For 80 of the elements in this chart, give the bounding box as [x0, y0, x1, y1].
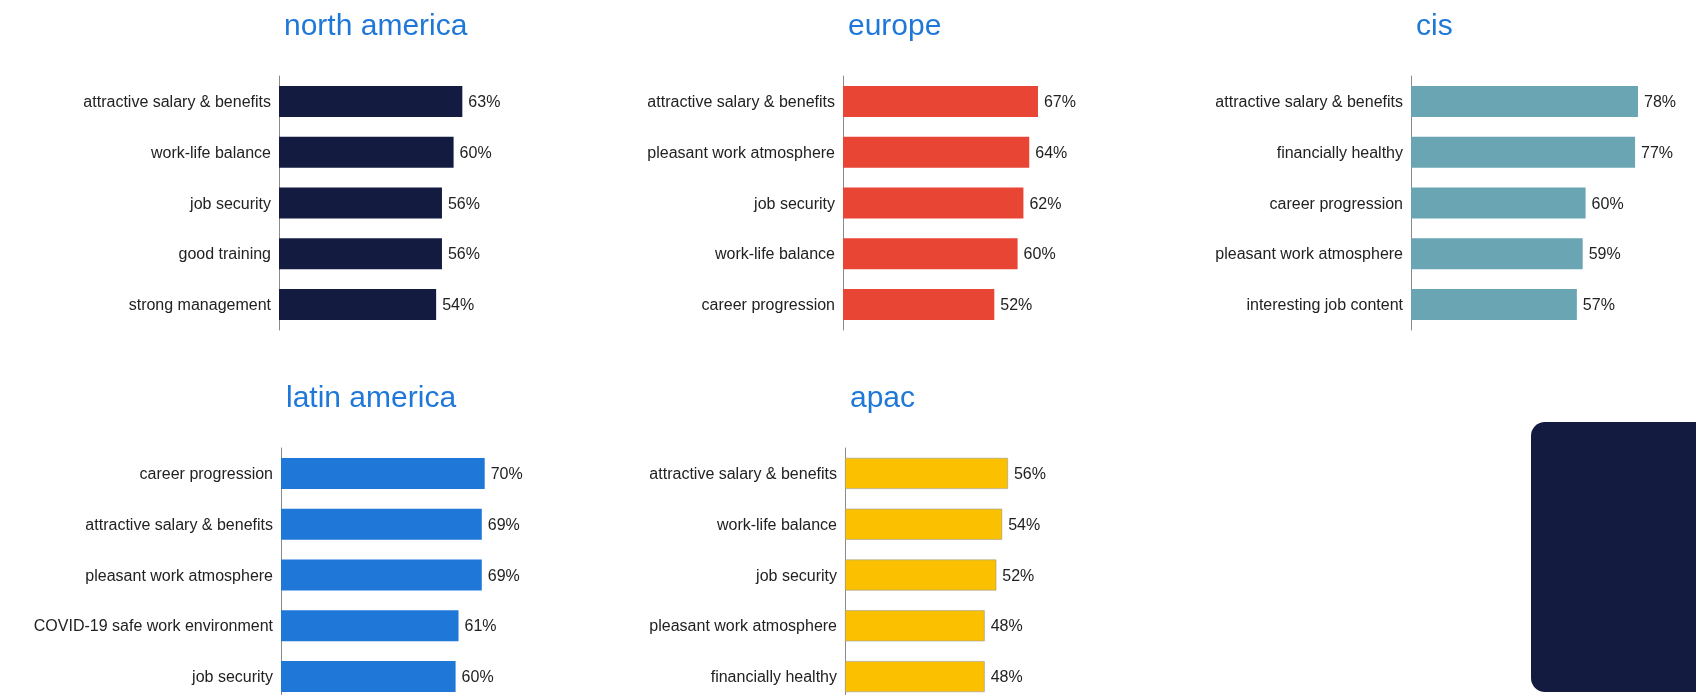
data-label: 62% — [1029, 194, 1062, 212]
bar — [279, 136, 454, 168]
chart-title: cis — [1416, 7, 1453, 41]
bar — [1411, 187, 1586, 219]
bar — [281, 661, 456, 693]
y-tick-label: COVID-19 safe work environment — [33, 617, 274, 635]
data-label: 69% — [487, 515, 520, 533]
chart-title: latin america — [286, 379, 457, 413]
data-label: 60% — [1023, 245, 1056, 263]
bar — [281, 610, 459, 642]
y-tick-label: attractive salary & benefits — [647, 92, 835, 110]
data-label: 67% — [1043, 92, 1076, 110]
y-tick-label: financially healthy — [710, 668, 837, 686]
data-label: 56% — [447, 245, 480, 263]
bar — [281, 457, 485, 489]
y-tick-label: pleasant work atmosphere — [647, 143, 836, 161]
bar — [845, 610, 985, 642]
y-tick-label: career progression — [701, 296, 835, 314]
bar — [279, 238, 442, 270]
chart-title: apac — [850, 379, 916, 413]
data-label: 77% — [1641, 143, 1674, 161]
data-label: 48% — [990, 617, 1023, 635]
y-tick-label: job security — [191, 668, 273, 686]
y-tick-label: attractive salary & benefits — [1215, 92, 1403, 110]
y-tick-label: strong management — [128, 296, 272, 314]
bar — [279, 187, 442, 219]
data-label: 69% — [487, 566, 520, 584]
y-tick-label: attractive salary & benefits — [83, 92, 271, 110]
bar — [843, 85, 1038, 117]
y-tick-label: good training — [178, 245, 271, 263]
data-label: 60% — [1591, 194, 1624, 212]
bar — [845, 661, 985, 693]
y-tick-label: work-life balance — [149, 143, 272, 161]
data-label: 78% — [1643, 92, 1677, 110]
data-label: 54% — [442, 296, 475, 314]
chart-title: europe — [848, 7, 942, 41]
bar — [845, 508, 1003, 540]
bar — [843, 289, 995, 321]
bar — [281, 559, 482, 591]
data-label: 63% — [468, 92, 501, 110]
data-label: 56% — [1013, 464, 1046, 482]
bar — [279, 85, 463, 117]
y-tick-label: career progression — [1269, 194, 1403, 212]
y-tick-label: financially healthy — [1276, 143, 1403, 161]
data-label: 57% — [1582, 296, 1615, 314]
y-tick-label: pleasant work atmosphere — [85, 566, 274, 584]
data-label: 70% — [490, 464, 523, 482]
bar — [281, 508, 482, 540]
data-label: 54% — [1008, 515, 1041, 533]
bar — [1411, 289, 1577, 321]
data-label: 64% — [1035, 143, 1068, 161]
bar — [1411, 238, 1583, 270]
data-label: 61% — [464, 617, 497, 635]
bar — [1411, 85, 1638, 117]
bar — [843, 238, 1018, 270]
y-tick-label: job security — [753, 194, 835, 212]
chart-title: north america — [284, 7, 468, 41]
y-tick-label: work-life balance — [715, 515, 838, 533]
bar — [845, 559, 997, 591]
y-tick-label: attractive salary & benefits — [649, 464, 837, 482]
y-tick-label: attractive salary & benefits — [85, 515, 273, 533]
data-label: 60% — [461, 668, 494, 686]
bar — [1411, 136, 1636, 168]
y-tick-label: job security — [755, 566, 837, 584]
data-label: 60% — [459, 143, 492, 161]
data-label: 56% — [447, 194, 480, 212]
y-tick-label: career progression — [139, 464, 273, 482]
y-tick-label: pleasant work atmosphere — [1215, 245, 1404, 263]
bar — [279, 289, 437, 321]
data-label: 48% — [990, 668, 1023, 686]
y-tick-label: interesting job content — [1246, 296, 1404, 314]
bar — [843, 136, 1030, 168]
y-tick-label: pleasant work atmosphere — [649, 617, 838, 635]
y-tick-label: job security — [189, 194, 271, 212]
y-tick-label: work-life balance — [713, 245, 836, 263]
bar — [843, 187, 1024, 219]
bar — [845, 457, 1008, 489]
data-label: 52% — [1000, 296, 1033, 314]
data-label: 52% — [1002, 566, 1035, 584]
data-label: 59% — [1588, 245, 1621, 263]
